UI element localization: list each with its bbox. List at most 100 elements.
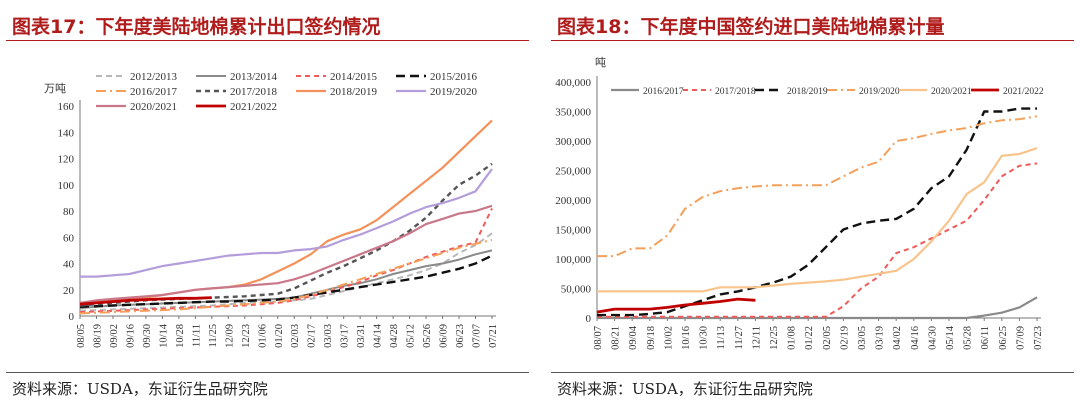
x-tick-label: 10/14 (158, 323, 169, 348)
right-chart: 吨 0 50,000 100,000 150,000 200,000 250,000 300,… (555, 56, 1044, 350)
y-tick-label: 200,000 (555, 195, 591, 207)
x-tick-label: 11/25 (208, 324, 219, 348)
legend-label: 2021/2022 (1003, 87, 1044, 97)
legend-entry: 2021/2022 (971, 87, 1044, 97)
legend-label: 2016/2017 (643, 87, 684, 97)
legend-entry: 2019/2020 (827, 87, 900, 97)
legend-label: 2013/2014 (230, 71, 278, 83)
source-note: 资料来源：USDA，东证衍生品研究院 (12, 380, 268, 398)
x-tick-label: 01/08 (787, 326, 798, 350)
right-panel: 图表18：下年度中国签约进口美陆地棉累计量 吨 0 50,000 100,000 150… (545, 0, 1080, 418)
legend-entry: 2018/2019 (755, 87, 828, 97)
source-rule (551, 372, 1074, 373)
series-line-2021-2022 (79, 296, 212, 306)
y-tick-label: 250,000 (555, 166, 591, 178)
x-tick-label: 05/12 (406, 324, 417, 348)
left-panel: 图表17：下年度美陆地棉累计出口签约情况 万吨 0 20 40 60 80 100 120 14… (0, 0, 535, 418)
x-tick-label: 02/17 (307, 324, 318, 348)
title-rule (551, 40, 1074, 41)
y-tick-label: 350,000 (555, 107, 591, 119)
x-tick-label: 03/17 (340, 324, 351, 348)
y-tick-label: 300,000 (555, 136, 591, 148)
x-tick-label: 07/07 (472, 324, 483, 348)
x-tick-label: 01/20 (274, 324, 285, 348)
title-rule (6, 40, 529, 41)
legend-label: 2012/2013 (130, 71, 178, 83)
legend-entry: 2020/2021 (899, 87, 972, 97)
x-tick-label: 06/09 (439, 324, 450, 348)
x-tick-label: 10/28 (175, 324, 186, 348)
x-tick-label: 02/05 (822, 326, 833, 350)
y-tick-label: 0 (586, 313, 592, 325)
legend-entry: 2015/2016 (396, 71, 478, 83)
series-line-2016-2017 (597, 296, 1038, 320)
y-tick-label: 0 (69, 311, 75, 323)
series-line-2018-2019 (597, 107, 1037, 317)
x-tick-label: 08/05 (76, 324, 87, 348)
x-tick-label: 04/02 (892, 326, 903, 350)
y-tick-label: 150,000 (555, 225, 591, 237)
x-tick-label: 10/16 (681, 326, 692, 350)
x-tick-label: 09/16 (125, 324, 136, 348)
y-tick-label: 140 (58, 127, 75, 139)
x-tick-label: 01/22 (804, 326, 815, 350)
legend-entry: 2021/2022 (196, 101, 277, 113)
x-tick-label: 11/13 (716, 326, 727, 350)
x-tick-label: 09/04 (628, 325, 639, 350)
figure-title: 图表17：下年度美陆地棉累计出口签约情况 (12, 16, 381, 38)
legend-label: 2018/2019 (330, 86, 378, 98)
legend-entry: 2017/2018 (196, 86, 278, 98)
series-line-2017-2018 (79, 162, 493, 307)
x-tick-label: 07/21 (488, 324, 499, 348)
series-line-2013-2014 (79, 249, 493, 310)
x-tick-label: 02/19 (839, 326, 850, 350)
y-tick-label: 160 (58, 101, 75, 113)
x-tick-label: 07/09 (1015, 326, 1026, 350)
x-tick-label: 03/05 (857, 326, 868, 350)
x-tick-label: 05/28 (963, 326, 974, 350)
y-tick-label: 100 (58, 180, 75, 192)
y-tick-label: 20 (63, 285, 75, 297)
y-tick-label: 50,000 (561, 284, 592, 296)
x-tick-label: 12/25 (769, 326, 780, 350)
legend-label: 2018/2019 (787, 87, 828, 97)
x-tick-label: 11/27 (734, 326, 745, 350)
x-tick-label: 02/03 (290, 324, 301, 348)
legend-label: 2019/2020 (430, 86, 478, 98)
x-tick-label: 08/19 (92, 324, 103, 348)
series-line-2020-2021 (79, 204, 493, 304)
legend-entry: 2016/2017 (96, 86, 178, 98)
legend-entry: 2013/2014 (196, 71, 278, 83)
x-tick-label: 03/03 (323, 324, 334, 348)
x-tick-label: 09/18 (646, 326, 657, 350)
series-line-2016-2017 (79, 238, 493, 315)
x-tick-label: 08/07 (593, 326, 604, 350)
left-chart: 万吨 0 20 40 60 80 100 120 140 160 08/05 08/19 09/02 09… (44, 71, 499, 348)
x-tick-label: 03/31 (356, 324, 367, 348)
x-tick-label: 05/26 (422, 324, 433, 348)
x-tick-label: 11/11 (191, 324, 202, 347)
x-tick-label: 10/02 (663, 326, 674, 350)
y-tick-label: 60 (63, 232, 75, 244)
series-line-2019-2020 (80, 168, 493, 278)
x-tick-label: 12/23 (241, 324, 252, 348)
legend-label: 2014/2015 (330, 71, 378, 83)
legend-label: 2017/2018 (715, 87, 756, 97)
source-note: 资料来源：USDA，东证衍生品研究院 (557, 380, 813, 398)
legend-entry: 2014/2015 (296, 71, 378, 83)
legend-label: 2019/2020 (859, 87, 900, 97)
x-tick-label: 03/19 (875, 326, 886, 350)
legend-label: 2017/2018 (230, 86, 278, 98)
legend-label: 2021/2022 (230, 101, 277, 113)
legend-entry: 2012/2013 (96, 71, 178, 83)
y-tick-label: 120 (58, 154, 75, 166)
x-tick-label: 12/09 (224, 324, 235, 348)
x-tick-label: 04/14 (373, 323, 384, 348)
x-tick-label: 05/14 (945, 325, 956, 350)
series-line-2017-2018 (597, 162, 1038, 318)
legend-entry: 2018/2019 (296, 86, 378, 98)
series-line-2020-2021 (597, 147, 1038, 293)
x-tick-label: 04/30 (927, 326, 938, 350)
x-tick-label: 06/25 (998, 326, 1009, 350)
unit-label: 万吨 (44, 82, 66, 95)
